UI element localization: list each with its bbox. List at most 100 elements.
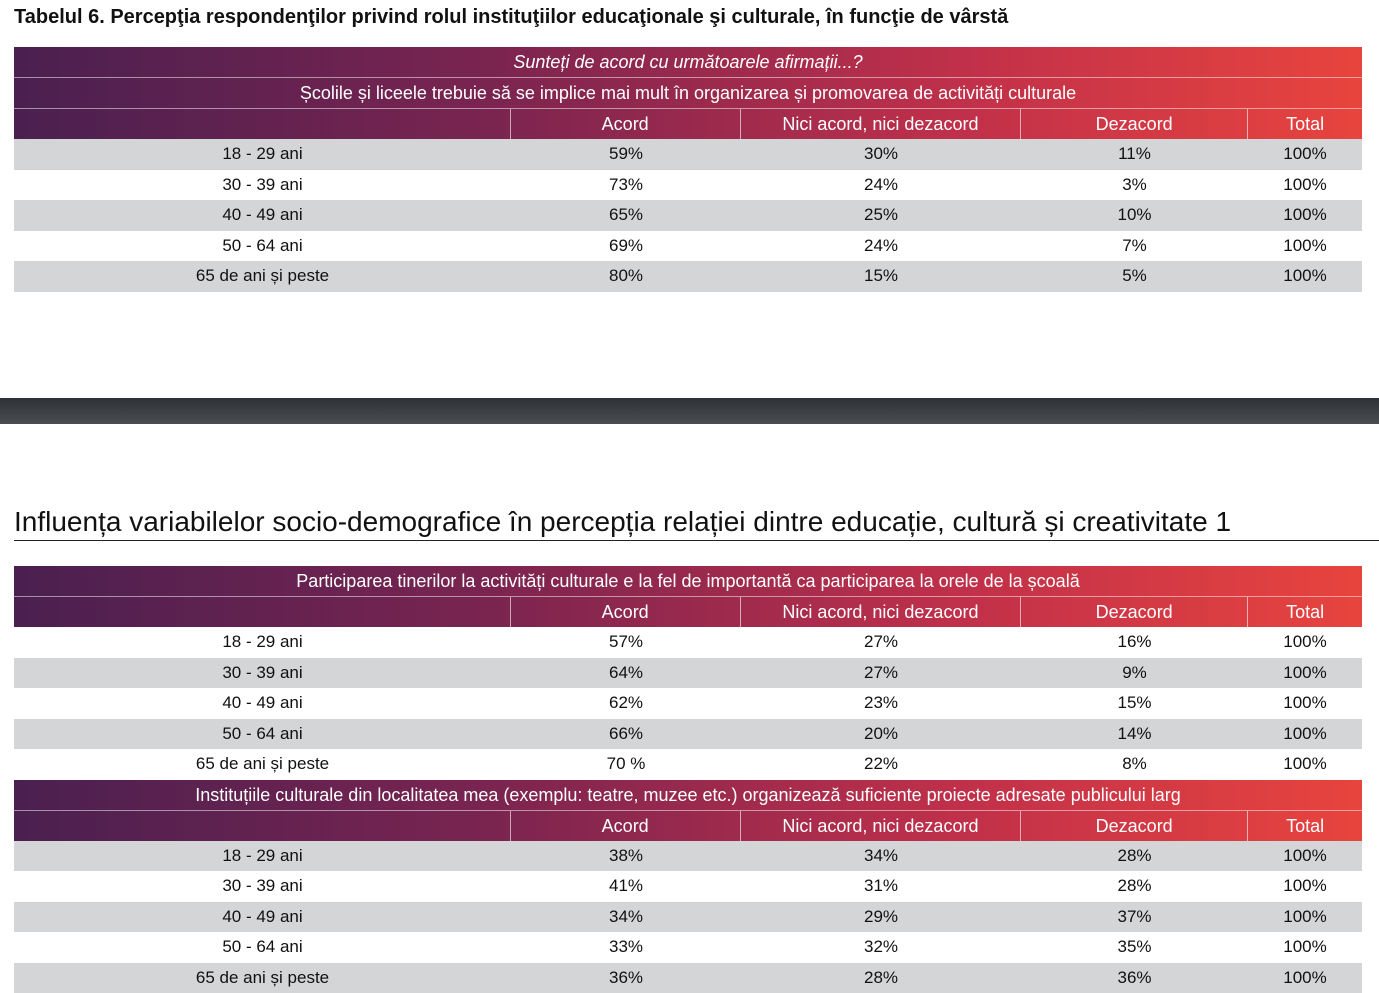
header-cell-empty <box>14 597 510 627</box>
neutral-cell: 32% <box>741 932 1021 963</box>
header-cell-empty <box>14 811 510 841</box>
header-row: Acord Nici acord, nici dezacord Dezacord… <box>14 811 1362 841</box>
total-cell: 100% <box>1248 932 1362 963</box>
header-cell-neutral: Nici acord, nici dezacord <box>740 109 1020 139</box>
dezacord-cell: 28% <box>1021 871 1248 902</box>
acord-cell: 80% <box>511 261 741 292</box>
table-row: 30 - 39 ani 41% 31% 28% 100% <box>14 871 1362 902</box>
header-cell-neutral: Nici acord, nici dezacord <box>740 811 1020 841</box>
neutral-cell: 34% <box>741 841 1021 872</box>
age-group-cell: 65 de ani și peste <box>14 261 511 292</box>
table-row: 40 - 49 ani 34% 29% 37% 100% <box>14 902 1362 933</box>
table-row: 65 de ani și peste 80% 15% 5% 100% <box>14 261 1362 292</box>
acord-cell: 33% <box>511 932 741 963</box>
table-row: 50 - 64 ani 33% 32% 35% 100% <box>14 932 1362 963</box>
dezacord-cell: 3% <box>1021 170 1248 201</box>
acord-cell: 41% <box>511 871 741 902</box>
table-participation: Participarea tinerilor la activități cul… <box>14 566 1362 993</box>
header-cell-total: Total <box>1247 811 1362 841</box>
statement-band: Participarea tinerilor la activități cul… <box>14 566 1362 597</box>
header-cell-total: Total <box>1247 597 1362 627</box>
header-cell-acord: Acord <box>510 109 740 139</box>
total-cell: 100% <box>1248 170 1362 201</box>
acord-cell: 57% <box>511 627 741 658</box>
table-row: 30 - 39 ani 73% 24% 3% 100% <box>14 170 1362 201</box>
age-group-cell: 50 - 64 ani <box>14 231 511 262</box>
neutral-cell: 23% <box>741 688 1021 719</box>
age-group-cell: 18 - 29 ani <box>14 841 511 872</box>
table-row: 50 - 64 ani 66% 20% 14% 100% <box>14 719 1362 750</box>
dezacord-cell: 37% <box>1021 902 1248 933</box>
header-cell-empty <box>14 109 510 139</box>
neutral-cell: 29% <box>741 902 1021 933</box>
neutral-cell: 24% <box>741 170 1021 201</box>
table-row: 65 de ani și peste 70 % 22% 8% 100% <box>14 749 1362 780</box>
header-cell-acord: Acord <box>510 811 740 841</box>
table-row: 40 - 49 ani 62% 23% 15% 100% <box>14 688 1362 719</box>
acord-cell: 64% <box>511 658 741 689</box>
dezacord-cell: 36% <box>1021 963 1248 993</box>
neutral-cell: 25% <box>741 200 1021 231</box>
dezacord-cell: 5% <box>1021 261 1248 292</box>
table-title: Tabelul 6. Percepţia respondenţilor priv… <box>14 6 1008 29</box>
table-6: Sunteți de acord cu următoarele afirmați… <box>14 47 1362 292</box>
age-group-cell: 40 - 49 ani <box>14 200 511 231</box>
total-cell: 100% <box>1248 139 1362 170</box>
section-heading: Influența variabilelor socio-demografice… <box>14 506 1379 541</box>
age-group-cell: 18 - 29 ani <box>14 627 511 658</box>
acord-cell: 66% <box>511 719 741 750</box>
total-cell: 100% <box>1248 841 1362 872</box>
neutral-cell: 15% <box>741 261 1021 292</box>
header-cell-dezacord: Dezacord <box>1020 811 1247 841</box>
statement-band: Instituțiile culturale din localitatea m… <box>14 780 1362 811</box>
header-row: Acord Nici acord, nici dezacord Dezacord… <box>14 597 1362 627</box>
age-group-cell: 18 - 29 ani <box>14 139 511 170</box>
age-group-cell: 30 - 39 ani <box>14 658 511 689</box>
neutral-cell: 30% <box>741 139 1021 170</box>
acord-cell: 70 % <box>511 749 741 780</box>
acord-cell: 62% <box>511 688 741 719</box>
total-cell: 100% <box>1248 658 1362 689</box>
neutral-cell: 27% <box>741 627 1021 658</box>
age-group-cell: 40 - 49 ani <box>14 902 511 933</box>
total-cell: 100% <box>1248 627 1362 658</box>
age-group-cell: 30 - 39 ani <box>14 170 511 201</box>
total-cell: 100% <box>1248 688 1362 719</box>
acord-cell: 34% <box>511 902 741 933</box>
dezacord-cell: 35% <box>1021 932 1248 963</box>
neutral-cell: 20% <box>741 719 1021 750</box>
age-group-cell: 50 - 64 ani <box>14 719 511 750</box>
table-row: 50 - 64 ani 69% 24% 7% 100% <box>14 231 1362 262</box>
dezacord-cell: 7% <box>1021 231 1248 262</box>
acord-cell: 65% <box>511 200 741 231</box>
question-band: Sunteți de acord cu următoarele afirmați… <box>14 47 1362 78</box>
header-row: Acord Nici acord, nici dezacord Dezacord… <box>14 109 1362 139</box>
total-cell: 100% <box>1248 261 1362 292</box>
header-cell-neutral: Nici acord, nici dezacord <box>740 597 1020 627</box>
dezacord-cell: 9% <box>1021 658 1248 689</box>
acord-cell: 38% <box>511 841 741 872</box>
header-cell-dezacord: Dezacord <box>1020 597 1247 627</box>
dezacord-cell: 14% <box>1021 719 1248 750</box>
total-cell: 100% <box>1248 963 1362 993</box>
table-row: 18 - 29 ani 59% 30% 11% 100% <box>14 139 1362 170</box>
table-row: 65 de ani și peste 36% 28% 36% 100% <box>14 963 1362 993</box>
age-group-cell: 65 de ani și peste <box>14 749 511 780</box>
total-cell: 100% <box>1248 902 1362 933</box>
age-group-cell: 40 - 49 ani <box>14 688 511 719</box>
header-cell-acord: Acord <box>510 597 740 627</box>
table-row: 18 - 29 ani 38% 34% 28% 100% <box>14 841 1362 872</box>
header-cell-total: Total <box>1247 109 1362 139</box>
table-row: 18 - 29 ani 57% 27% 16% 100% <box>14 627 1362 658</box>
neutral-cell: 27% <box>741 658 1021 689</box>
total-cell: 100% <box>1248 200 1362 231</box>
age-group-cell: 50 - 64 ani <box>14 932 511 963</box>
table-row: 40 - 49 ani 65% 25% 10% 100% <box>14 200 1362 231</box>
age-group-cell: 65 de ani și peste <box>14 963 511 993</box>
total-cell: 100% <box>1248 871 1362 902</box>
acord-cell: 69% <box>511 231 741 262</box>
age-group-cell: 30 - 39 ani <box>14 871 511 902</box>
dezacord-cell: 15% <box>1021 688 1248 719</box>
neutral-cell: 28% <box>741 963 1021 993</box>
total-cell: 100% <box>1248 719 1362 750</box>
